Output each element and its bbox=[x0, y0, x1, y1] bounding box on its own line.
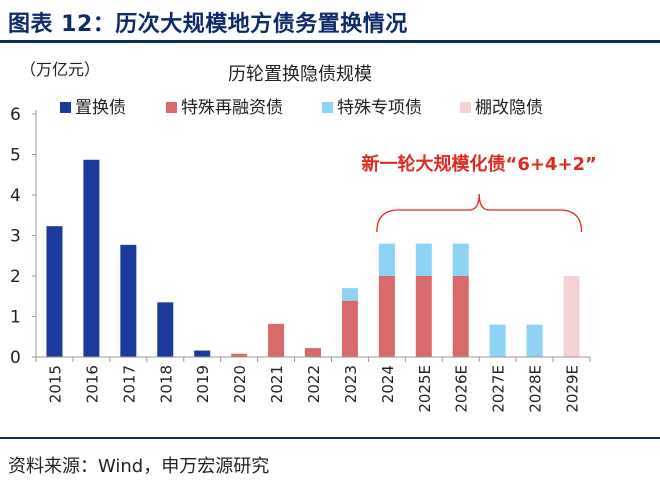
figure-title: 图表 12：历次大规模地方债务置换情况 bbox=[8, 12, 408, 37]
x-tick-label: 2026E bbox=[453, 365, 471, 413]
x-tick-label: 2015 bbox=[46, 365, 64, 403]
legend-swatch bbox=[166, 102, 177, 113]
bar-segment bbox=[341, 288, 358, 301]
bar-segment bbox=[157, 302, 174, 357]
bar-segment bbox=[526, 324, 543, 357]
annotation-text: 新一轮大规模化债“6+4+2” bbox=[361, 153, 596, 175]
x-tick-label: 2017 bbox=[120, 365, 138, 403]
y-tick-label: 5 bbox=[10, 146, 21, 166]
x-tick-label: 2018 bbox=[157, 365, 175, 403]
x-tick-label: 2019 bbox=[194, 365, 212, 403]
x-axis: 2015 2016 2017 2018 2019 2020 2021 2022 2023 2024… bbox=[35, 356, 591, 413]
bar-segment bbox=[268, 323, 285, 357]
legend-label: 特殊再融资债 bbox=[181, 98, 283, 118]
x-tick-label: 2023 bbox=[342, 365, 360, 403]
title-divider bbox=[0, 40, 660, 43]
bar-segment bbox=[415, 276, 432, 357]
source-note: 资料来源：Wind，申万宏源研究 bbox=[8, 456, 270, 477]
x-tick-label: 2021 bbox=[268, 365, 286, 403]
bar-segment bbox=[563, 276, 580, 357]
annotation-group: 新一轮大规模化债“6+4+2” bbox=[361, 153, 597, 233]
legend-label: 置换债 bbox=[75, 98, 126, 118]
legend: 置换债 特殊再融资债 特殊专项债 棚改隐债 bbox=[60, 98, 543, 118]
chart-title: 历轮置换隐债规模 bbox=[228, 64, 372, 85]
bar-segment bbox=[341, 300, 358, 357]
x-tick-label: 2024 bbox=[379, 365, 397, 403]
x-tick-label: 2020 bbox=[231, 365, 249, 403]
x-tick-label: 2025E bbox=[416, 365, 434, 413]
bar-segment bbox=[378, 243, 395, 276]
annotation-brace bbox=[376, 193, 583, 233]
x-tick-label: 2028E bbox=[527, 365, 545, 413]
bar-segment bbox=[46, 226, 63, 357]
bars bbox=[46, 159, 580, 357]
x-tick-label: 2027E bbox=[490, 365, 508, 413]
footer-divider bbox=[0, 437, 660, 439]
legend-swatch bbox=[460, 102, 471, 113]
y-axis: 0 1 2 3 4 5 6 bbox=[10, 105, 37, 368]
bar-segment bbox=[452, 276, 469, 357]
bar-segment bbox=[231, 353, 248, 357]
bar-segment bbox=[120, 244, 137, 357]
x-tick-label: 2029E bbox=[564, 365, 582, 413]
legend-label: 棚改隐债 bbox=[475, 98, 543, 118]
bar-segment bbox=[83, 159, 100, 357]
bar-chart: （万亿元） 历轮置换隐债规模 置换债 特殊再融资债 特殊专项债 棚改隐债 0 1 2 3 4 5… bbox=[10, 60, 597, 413]
x-tick-label: 2022 bbox=[305, 365, 323, 403]
y-tick-label: 2 bbox=[10, 267, 21, 287]
y-tick-label: 4 bbox=[10, 186, 21, 206]
legend-swatch bbox=[60, 102, 71, 113]
y-tick-label: 1 bbox=[10, 308, 21, 328]
bar-segment bbox=[489, 324, 506, 357]
bar-segment bbox=[305, 348, 321, 357]
y-tick-label: 6 bbox=[10, 105, 21, 125]
bar-segment bbox=[415, 243, 432, 276]
bar-segment bbox=[378, 276, 395, 357]
legend-label: 特殊专项债 bbox=[337, 98, 422, 118]
bar-segment bbox=[194, 350, 211, 357]
y-tick-label: 3 bbox=[10, 227, 21, 247]
y-tick-label: 0 bbox=[10, 348, 21, 368]
y-axis-unit-label: （万亿元） bbox=[20, 60, 100, 79]
x-tick-label: 2016 bbox=[83, 365, 101, 403]
bar-segment bbox=[452, 243, 469, 276]
legend-swatch bbox=[322, 102, 333, 113]
